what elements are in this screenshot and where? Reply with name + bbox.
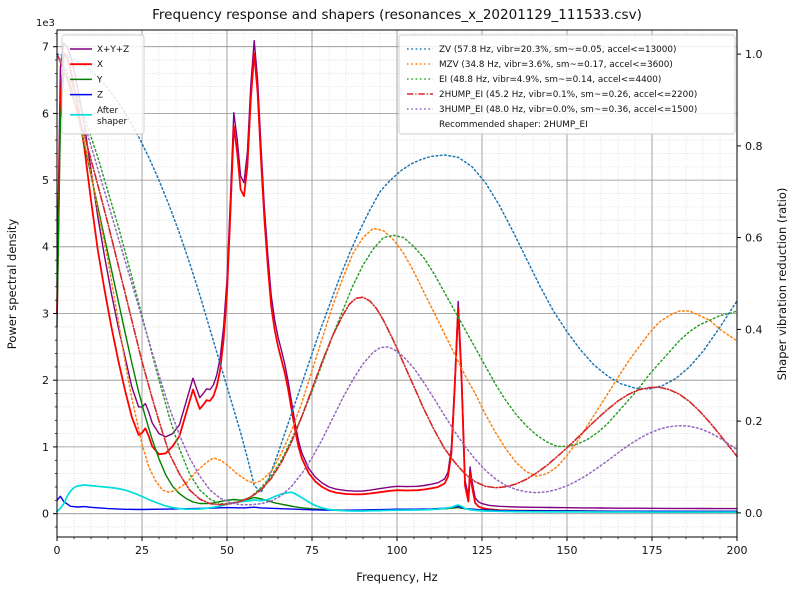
y-right-tick-label: 0.8: [745, 140, 763, 153]
y-right-tick-label: 0.4: [745, 323, 763, 336]
y-left-tick-label: 0: [42, 508, 49, 521]
series-Y: [56, 72, 738, 513]
legend-label-Y: Y: [96, 75, 103, 85]
series-group: [56, 40, 738, 513]
x-tick-label: 50: [220, 544, 234, 557]
legend-label-X: X: [97, 60, 103, 70]
legend-label-ZV: ZV (57.8 Hz, vibr=20.3%, sm~=0.05, accel…: [439, 45, 676, 55]
series-EI: [56, 53, 738, 505]
y-left-tick-label: 1: [42, 441, 49, 454]
series-X+Y+Z: [56, 40, 738, 510]
series-ZV: [56, 53, 738, 494]
x-tick-label: 100: [387, 544, 408, 557]
y-left-tick-label: 3: [42, 307, 49, 320]
y-left-tick-label: 6: [42, 107, 49, 120]
y-axis-offset-multiplier: 1e3: [36, 18, 55, 29]
x-tick-label: 150: [557, 544, 578, 557]
x-tick-label: 25: [135, 544, 149, 557]
x-axis-label: Frequency, Hz: [356, 570, 437, 584]
y-right-tick-label: 0.0: [745, 507, 763, 520]
x-tick-label: 200: [727, 544, 748, 557]
y-right-tick-label: 0.6: [745, 232, 763, 245]
y-axis-label-right: Shaper vibration reduction (ratio): [775, 188, 789, 381]
y-right-tick-label: 1.0: [745, 48, 763, 61]
ticks: 0 25 50 75 100 125 150 175 200 0 1 2 3 4 5 6 7 0.0 0.2 0.4 0…: [42, 32, 763, 557]
x-tick-label: 125: [472, 544, 493, 557]
series-X: [56, 52, 738, 513]
series-3HUMP_EI: [56, 53, 738, 506]
y-left-tick-label: 2: [42, 374, 49, 387]
legend-shapers: ZV (57.8 Hz, vibr=20.3%, sm~=0.05, accel…: [398, 34, 736, 135]
chart-title: Frequency response and shapers (resonanc…: [152, 7, 642, 23]
series-2HUMP_EI: [56, 53, 738, 506]
legend-label-After shaper: shaper: [97, 117, 128, 127]
x-tick-label: 0: [54, 544, 61, 557]
x-tick-label: 75: [305, 544, 319, 557]
y-left-tick-label: 5: [42, 174, 49, 187]
legend-label-After shaper: After: [97, 106, 119, 116]
y-right-tick-label: 0.2: [745, 415, 763, 428]
legend-shapers-box: [398, 34, 736, 135]
series-After shaper: [56, 484, 738, 513]
y-left-tick-label: 4: [42, 241, 49, 254]
recommended-shaper-label: Recommended shaper: 2HUMP_EI: [439, 120, 588, 130]
legend-label-Z: Z: [97, 91, 103, 101]
legend-label-2HUMP_EI: 2HUMP_EI (45.2 Hz, vibr=0.1%, sm~=0.26, …: [439, 90, 697, 100]
legend-psd-box: [61, 34, 145, 135]
legend-label-EI: EI (48.8 Hz, vibr=4.9%, sm~=0.14, accel<…: [439, 75, 661, 85]
x-tick-label: 175: [642, 544, 663, 557]
series-MZV: [56, 53, 738, 494]
y-left-tick-label: 7: [42, 41, 49, 54]
y-axis-label-left: Power spectral density: [5, 219, 19, 350]
legend-label-3HUMP_EI: 3HUMP_EI (48.0 Hz, vibr=0.0%, sm~=0.36, …: [439, 105, 697, 115]
legend-label-X+Y+Z: X+Y+Z: [97, 45, 129, 55]
legend-label-MZV: MZV (34.8 Hz, vibr=3.6%, sm~=0.17, accel…: [439, 60, 673, 70]
plot-area: 0 25 50 75 100 125 150 175 200 0 1 2 3 4 5 6 7 0.0 0.2 0.4 0…: [42, 29, 763, 557]
